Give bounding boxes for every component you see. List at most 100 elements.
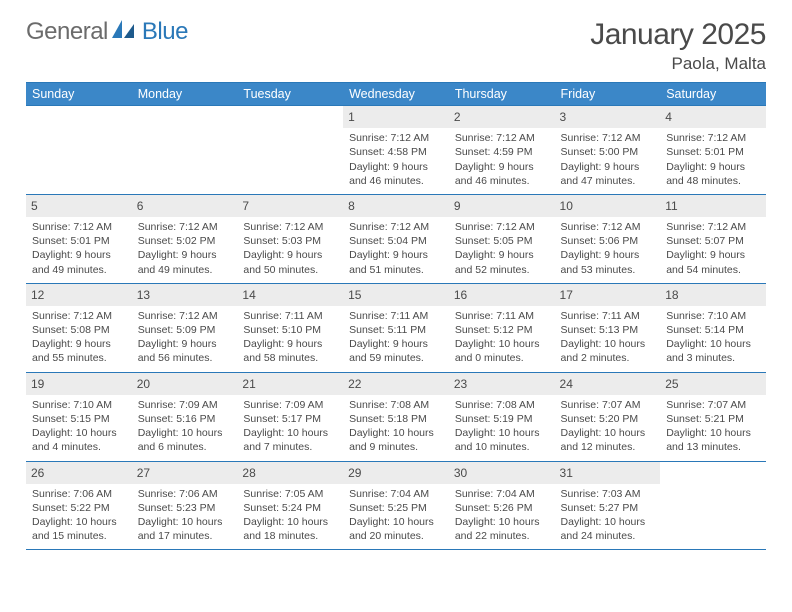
sunrise-text: Sunrise: 7:11 AM	[349, 309, 443, 323]
title-block: January 2025 Paola, Malta	[590, 18, 766, 74]
calendar-cell: 9Sunrise: 7:12 AMSunset: 5:05 PMDaylight…	[449, 194, 555, 283]
calendar-cell: 11Sunrise: 7:12 AMSunset: 5:07 PMDayligh…	[660, 194, 766, 283]
sunrise-text: Sunrise: 7:04 AM	[349, 487, 443, 501]
daylight-text-2: and 47 minutes.	[561, 174, 655, 188]
sunrise-text: Sunrise: 7:08 AM	[349, 398, 443, 412]
daylight-text-1: Daylight: 10 hours	[666, 337, 760, 351]
sunset-text: Sunset: 5:18 PM	[349, 412, 443, 426]
day-details: Sunrise: 7:12 AMSunset: 5:08 PMDaylight:…	[30, 309, 128, 366]
day-details: Sunrise: 7:12 AMSunset: 5:06 PMDaylight:…	[559, 220, 657, 277]
logo-word-blue: Blue	[142, 18, 188, 46]
header: General Blue January 2025 Paola, Malta	[26, 18, 766, 74]
calendar-cell: 20Sunrise: 7:09 AMSunset: 5:16 PMDayligh…	[132, 372, 238, 461]
daylight-text-1: Daylight: 10 hours	[666, 426, 760, 440]
sunrise-text: Sunrise: 7:12 AM	[32, 220, 126, 234]
calendar-row: 5Sunrise: 7:12 AMSunset: 5:01 PMDaylight…	[26, 194, 766, 283]
calendar-cell: 1Sunrise: 7:12 AMSunset: 4:58 PMDaylight…	[343, 106, 449, 195]
sunrise-text: Sunrise: 7:08 AM	[455, 398, 549, 412]
day-details: Sunrise: 7:12 AMSunset: 5:03 PMDaylight:…	[241, 220, 339, 277]
day-number: 14	[237, 284, 343, 306]
daylight-text-2: and 20 minutes.	[349, 529, 443, 543]
calendar-cell: 2Sunrise: 7:12 AMSunset: 4:59 PMDaylight…	[449, 106, 555, 195]
sunset-text: Sunset: 5:22 PM	[32, 501, 126, 515]
day-number: 24	[555, 373, 661, 395]
weekday-tuesday: Tuesday	[237, 83, 343, 106]
sunset-text: Sunset: 5:02 PM	[138, 234, 232, 248]
daylight-text-2: and 58 minutes.	[243, 351, 337, 365]
sunrise-text: Sunrise: 7:09 AM	[243, 398, 337, 412]
daylight-text-2: and 53 minutes.	[561, 263, 655, 277]
sunset-text: Sunset: 5:00 PM	[561, 145, 655, 159]
calendar-cell	[237, 106, 343, 195]
sunset-text: Sunset: 5:20 PM	[561, 412, 655, 426]
calendar-row: 19 Sunrise: 7:10 AMSunset: 5:15 PMDayligh…	[26, 372, 766, 461]
day-details: Sunrise: 7:10 AMSunset: 5:15 PMDaylight:…	[30, 398, 128, 455]
page-title: January 2025	[590, 18, 766, 52]
day-details: Sunrise: 7:12 AMSunset: 5:07 PMDaylight:…	[664, 220, 762, 277]
calendar-cell: 4Sunrise: 7:12 AMSunset: 5:01 PMDaylight…	[660, 106, 766, 195]
sunset-text: Sunset: 5:04 PM	[349, 234, 443, 248]
day-number: 8	[343, 195, 449, 217]
daylight-text-1: Daylight: 10 hours	[455, 337, 549, 351]
calendar-body: 1Sunrise: 7:12 AMSunset: 4:58 PMDaylight…	[26, 106, 766, 550]
day-number: 3	[555, 106, 661, 128]
sunrise-text: Sunrise: 7:04 AM	[455, 487, 549, 501]
daylight-text-1: Daylight: 10 hours	[138, 426, 232, 440]
sunset-text: Sunset: 5:07 PM	[666, 234, 760, 248]
daylight-text-2: and 9 minutes.	[349, 440, 443, 454]
sunrise-text: Sunrise: 7:12 AM	[32, 309, 126, 323]
sunset-text: Sunset: 5:05 PM	[455, 234, 549, 248]
calendar-cell	[660, 461, 766, 550]
day-details: Sunrise: 7:04 AMSunset: 5:25 PMDaylight:…	[347, 487, 445, 544]
daylight-text-1: Daylight: 9 hours	[32, 337, 126, 351]
day-number: 16	[449, 284, 555, 306]
day-details: Sunrise: 7:08 AMSunset: 5:18 PMDaylight:…	[347, 398, 445, 455]
sunrise-text: Sunrise: 7:12 AM	[138, 309, 232, 323]
calendar-cell	[132, 106, 238, 195]
daylight-text-1: Daylight: 9 hours	[243, 248, 337, 262]
calendar-cell: 14Sunrise: 7:11 AMSunset: 5:10 PMDayligh…	[237, 283, 343, 372]
sunrise-text: Sunrise: 7:12 AM	[666, 131, 760, 145]
daylight-text-1: Daylight: 10 hours	[243, 515, 337, 529]
calendar-cell: 3Sunrise: 7:12 AMSunset: 5:00 PMDaylight…	[555, 106, 661, 195]
daylight-text-1: Daylight: 9 hours	[243, 337, 337, 351]
sunset-text: Sunset: 5:09 PM	[138, 323, 232, 337]
day-details: Sunrise: 7:06 AMSunset: 5:23 PMDaylight:…	[136, 487, 234, 544]
daylight-text-1: Daylight: 9 hours	[138, 248, 232, 262]
day-number: 15	[343, 284, 449, 306]
weekday-thursday: Thursday	[449, 83, 555, 106]
daylight-text-1: Daylight: 9 hours	[349, 337, 443, 351]
calendar-table: Sunday Monday Tuesday Wednesday Thursday…	[26, 82, 766, 550]
sunrise-text: Sunrise: 7:11 AM	[455, 309, 549, 323]
day-number: 19	[26, 373, 132, 395]
day-number: 23	[449, 373, 555, 395]
calendar-cell: 12Sunrise: 7:12 AMSunset: 5:08 PMDayligh…	[26, 283, 132, 372]
day-details: Sunrise: 7:12 AMSunset: 5:04 PMDaylight:…	[347, 220, 445, 277]
calendar-row: 26Sunrise: 7:06 AMSunset: 5:22 PMDayligh…	[26, 461, 766, 550]
day-number: 27	[132, 462, 238, 484]
sunset-text: Sunset: 5:13 PM	[561, 323, 655, 337]
daylight-text-2: and 17 minutes.	[138, 529, 232, 543]
day-number: 31	[555, 462, 661, 484]
sunset-text: Sunset: 5:19 PM	[455, 412, 549, 426]
calendar-cell: 30Sunrise: 7:04 AMSunset: 5:26 PMDayligh…	[449, 461, 555, 550]
daylight-text-2: and 56 minutes.	[138, 351, 232, 365]
daylight-text-2: and 52 minutes.	[455, 263, 549, 277]
daylight-text-1: Daylight: 9 hours	[138, 337, 232, 351]
daylight-text-2: and 54 minutes.	[666, 263, 760, 277]
sunrise-text: Sunrise: 7:11 AM	[561, 309, 655, 323]
daylight-text-2: and 55 minutes.	[32, 351, 126, 365]
calendar-cell: 15Sunrise: 7:11 AMSunset: 5:11 PMDayligh…	[343, 283, 449, 372]
daylight-text-1: Daylight: 10 hours	[243, 426, 337, 440]
weekday-monday: Monday	[132, 83, 238, 106]
weekday-wednesday: Wednesday	[343, 83, 449, 106]
sunrise-text: Sunrise: 7:12 AM	[243, 220, 337, 234]
calendar-cell: 10Sunrise: 7:12 AMSunset: 5:06 PMDayligh…	[555, 194, 661, 283]
daylight-text-1: Daylight: 9 hours	[455, 248, 549, 262]
daylight-text-1: Daylight: 10 hours	[138, 515, 232, 529]
daylight-text-1: Daylight: 10 hours	[32, 515, 126, 529]
weekday-sunday: Sunday	[26, 83, 132, 106]
sunset-text: Sunset: 5:08 PM	[32, 323, 126, 337]
daylight-text-2: and 7 minutes.	[243, 440, 337, 454]
day-number: 17	[555, 284, 661, 306]
